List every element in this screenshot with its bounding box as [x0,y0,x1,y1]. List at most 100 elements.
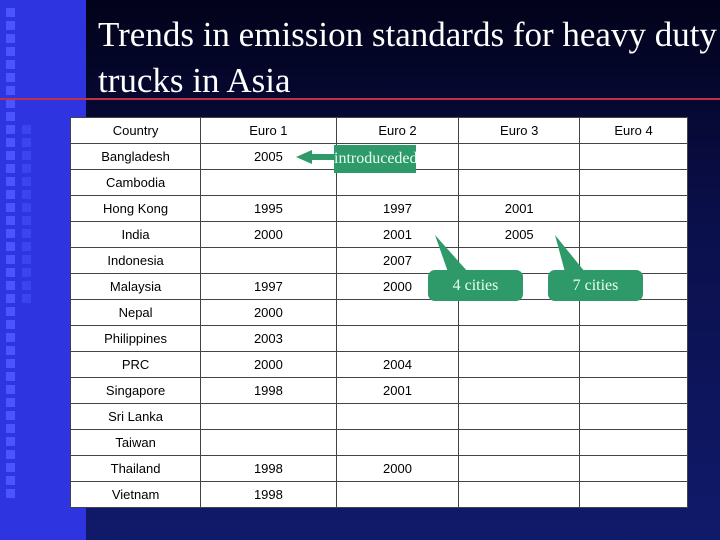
table-cell: Euro 2 [335,117,460,144]
decorative-square [6,411,15,420]
table-cell [458,481,581,508]
decorative-square [6,463,15,472]
decorative-square [6,320,15,329]
decorative-square [6,437,15,446]
decorative-square [6,190,15,199]
table-cell [335,299,460,326]
decorative-square [6,73,15,82]
table-cell: Euro 4 [579,117,688,144]
decorative-square [6,47,15,56]
table-cell: Cambodia [69,169,202,196]
decorative-square [6,385,15,394]
table-cell: 2004 [335,351,460,378]
table-cell: Singapore [69,377,202,404]
decorative-square [22,164,31,173]
table-cell [458,325,581,352]
decorative-square [6,21,15,30]
decorative-square [6,151,15,160]
callout-pointer-4-cities [435,235,468,272]
table-row: Hong Kong 1995 1997 2001 [69,195,688,222]
decorative-square [22,190,31,199]
decorative-square [6,359,15,368]
decorative-square [6,398,15,407]
decorative-square [6,112,15,121]
table-cell [200,169,337,196]
decorative-square [6,333,15,342]
decorative-square [22,242,31,251]
callout-7-cities: 7 cities [548,270,643,301]
table-cell [579,143,688,170]
decorative-square [6,424,15,433]
decorative-square [6,99,15,108]
decorative-square [6,489,15,498]
callout-pointer-7-cities [555,235,585,272]
decorative-square [6,268,15,277]
decorative-square [6,125,15,134]
table-cell: 1998 [200,481,337,508]
decorative-square [6,372,15,381]
decorative-square [6,34,15,43]
slide-title: Trends in emission standards for heavy d… [98,15,717,100]
decorative-square [6,346,15,355]
table-cell [458,351,581,378]
table-cell: 1997 [200,273,337,300]
table-cell: Euro 1 [200,117,337,144]
decorative-square [22,203,31,212]
decorative-square [6,255,15,264]
arrow-left-icon [296,150,334,164]
table-cell [579,221,688,248]
table-row: PRC 2000 2004 [69,351,688,378]
decorative-square [6,164,15,173]
table-cell: Sri Lanka [69,403,202,430]
table-row: Cambodia [69,169,688,196]
table-row: Nepal 2000 [69,299,688,326]
table-cell: Thailand [69,455,202,482]
table-cell: Nepal [69,299,202,326]
decorative-square [22,268,31,277]
table-row: Sri Lanka [69,403,688,430]
decorative-square [22,151,31,160]
decorative-square [22,216,31,225]
table-cell: 1998 [200,455,337,482]
decorative-square [6,216,15,225]
decorative-square [22,255,31,264]
table-row: Indonesia 2007 [69,247,688,274]
table-cell: 1997 [335,195,460,222]
decorative-square [22,138,31,147]
decorative-square [6,294,15,303]
decorative-square [6,203,15,212]
decorative-square [22,294,31,303]
table-cell [579,481,688,508]
decorative-square [6,307,15,316]
title-divider [0,98,720,100]
table-cell [335,481,460,508]
emission-standards-table: Country Euro 1 Euro 2 Euro 3 Euro 4 Banglades… [69,117,688,508]
decorative-square [6,229,15,238]
table-row: Taiwan [69,429,688,456]
table-cell: Euro 3 [458,117,581,144]
table-cell [579,325,688,352]
decorative-square [22,177,31,186]
table-row: Thailand 1998 2000 [69,455,688,482]
table-cell: India [69,221,202,248]
table-cell [200,247,337,274]
table-row: Singapore 1998 2001 [69,377,688,404]
decorative-square [6,281,15,290]
decorative-square [6,60,15,69]
table-cell: 1995 [200,195,337,222]
decorative-square [6,476,15,485]
callout-4-cities: 4 cities [428,270,523,301]
decorative-square [6,450,15,459]
callout-introduced: introduceded [334,145,416,173]
table-cell: Taiwan [69,429,202,456]
decorative-square [22,229,31,238]
decorative-square [6,138,15,147]
table-cell [579,351,688,378]
table-row: Vietnam 1998 [69,481,688,508]
decorative-square [6,8,15,17]
decorative-square [6,177,15,186]
decorative-square [22,281,31,290]
table-cell: 2001 [335,377,460,404]
decorative-square [22,125,31,134]
